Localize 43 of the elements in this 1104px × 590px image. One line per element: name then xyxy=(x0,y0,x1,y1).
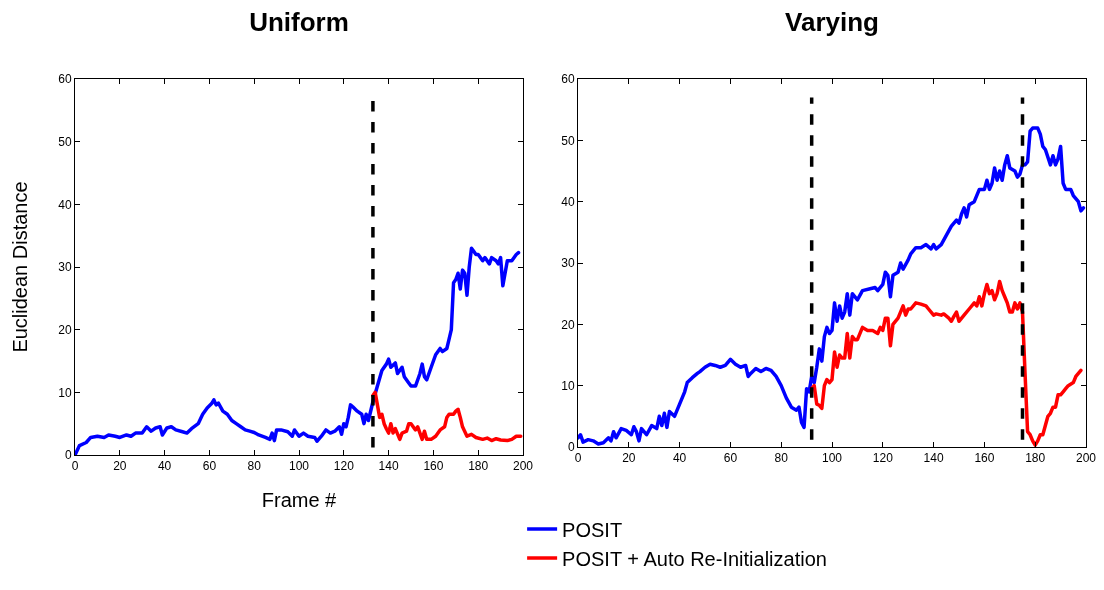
line-series xyxy=(809,279,1083,447)
line-series xyxy=(578,126,1086,446)
legend-label: POSIT + Auto Re-Initialization xyxy=(562,547,827,570)
y-tick-label: 40 xyxy=(58,197,72,212)
x-tick-label: 20 xyxy=(622,451,636,466)
x-tick-label: 160 xyxy=(423,459,444,474)
y-tick-label: 20 xyxy=(58,322,72,337)
line-series xyxy=(371,390,523,443)
x-tick-label: 140 xyxy=(378,459,399,474)
chart-title: Varying xyxy=(785,7,879,38)
y-tick-label: 30 xyxy=(561,256,575,271)
y-tick-label: 60 xyxy=(561,72,575,87)
x-tick-label: 160 xyxy=(974,451,995,466)
y-axis-title: Euclidean Distance xyxy=(8,181,31,353)
x-tick-label: 180 xyxy=(468,459,489,474)
legend-label: POSIT xyxy=(562,518,623,541)
x-tick-label: 120 xyxy=(872,451,894,466)
x-tick-label: 200 xyxy=(1075,451,1097,466)
x-tick-label: 180 xyxy=(1025,451,1046,466)
y-tick-label: 60 xyxy=(58,72,72,87)
y-tick-label: 50 xyxy=(561,133,575,148)
x-tick-label: 80 xyxy=(247,459,262,474)
x-tick-label: 200 xyxy=(512,459,534,474)
x-tick-label: 20 xyxy=(113,459,127,474)
y-tick-label: 10 xyxy=(58,385,72,400)
x-tick-label: 40 xyxy=(157,459,172,474)
y-tick-label: 40 xyxy=(561,194,575,209)
x-tick-label: 40 xyxy=(672,451,687,466)
x-tick-label: 60 xyxy=(723,451,738,466)
chart-title: Uniform xyxy=(249,7,349,38)
x-tick-label: 100 xyxy=(821,451,843,466)
x-axis-title: Frame # xyxy=(261,488,338,511)
y-tick-label: 0 xyxy=(567,440,575,455)
x-tick-label: 60 xyxy=(202,459,217,474)
y-tick-label: 50 xyxy=(58,134,72,149)
y-tick-label: 20 xyxy=(561,317,575,332)
x-tick-label: 120 xyxy=(333,459,355,474)
line-series xyxy=(75,246,521,455)
x-tick-label: 100 xyxy=(288,459,310,474)
y-tick-label: 10 xyxy=(561,378,575,393)
y-tick-label: 30 xyxy=(58,260,72,275)
x-tick-label: 80 xyxy=(774,451,789,466)
x-tick-label: 140 xyxy=(923,451,944,466)
